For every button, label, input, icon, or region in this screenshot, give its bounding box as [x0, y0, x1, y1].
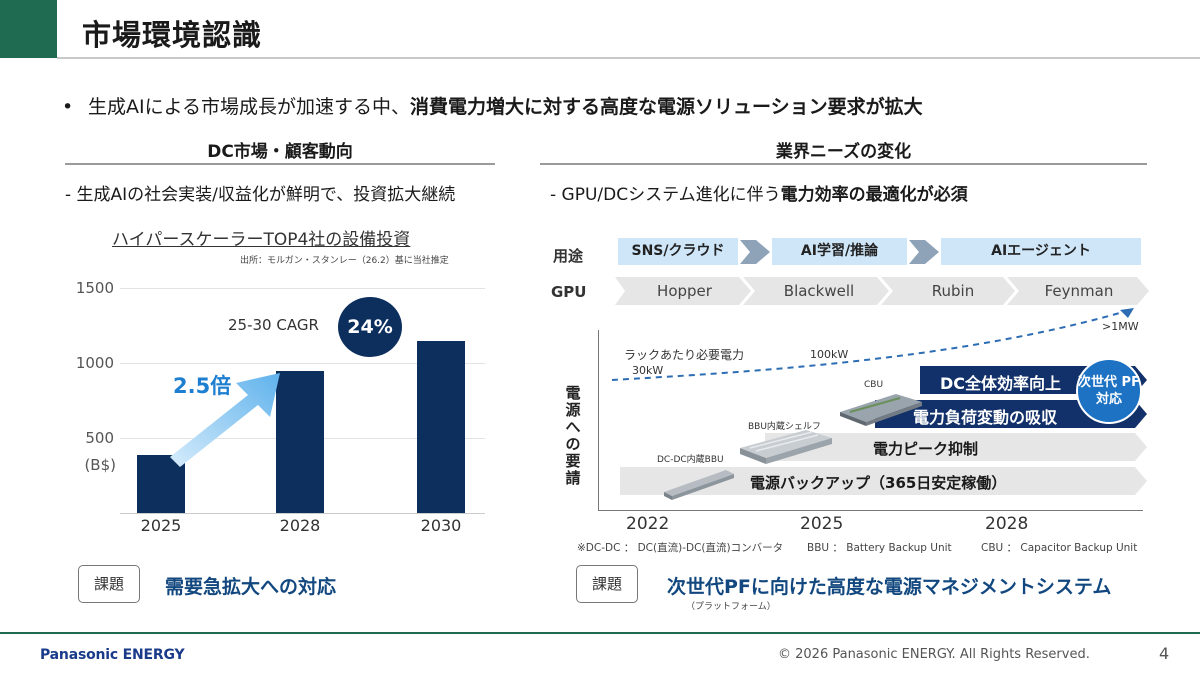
bullet-marker: •: [62, 96, 74, 118]
y-tick-label: 500: [85, 429, 114, 447]
nextgen-pf-text: 次世代 PF対応: [1078, 375, 1140, 407]
gpu-roadmap-chevrons: [615, 277, 1149, 305]
chevron-right-icon: [740, 240, 770, 264]
year-2022: 2022: [626, 514, 670, 534]
use-ai-training: AI学習/推論: [772, 238, 907, 265]
use-row-label: 用途: [553, 247, 584, 265]
y-axis-unit: (B$): [84, 456, 116, 474]
cbu-unit-icon: [840, 394, 922, 426]
use-ai-agent: AIエージェント: [941, 238, 1141, 265]
x-tick-label: 2028: [279, 516, 321, 535]
power-30kw: 30kW: [632, 364, 664, 377]
power-requirement-label: 電源への要請: [565, 384, 581, 487]
header-divider: [57, 57, 1200, 59]
band-peak-suppression: 電力ピーク抑制: [873, 440, 979, 458]
gpu-feynman: Feynman: [1044, 282, 1114, 300]
cagr-label: 25-30 CAGR: [228, 316, 319, 334]
right-subline: - GPU/DCシステム進化に伴う電力効率の最適化が必須: [550, 180, 968, 205]
right-issue-text: 次世代PFに向けた高度な電源マネジメントシステム: [667, 576, 1112, 598]
power-1mw: >1MW: [1102, 320, 1139, 333]
bar-2030: [417, 341, 465, 513]
footnote-bbu: BBU ： Battery Backup Unit: [807, 542, 952, 554]
band-load-absorption: 電力負荷変動の吸収: [913, 408, 1058, 427]
right-section-heading: 業界ニーズの変化: [775, 142, 912, 162]
x-tick-label: 2025: [140, 516, 182, 535]
bullet-text-bold: 消費電力増大に対する高度な電源ソリューション要求が拡大: [410, 96, 923, 118]
chevron-right-icon: [909, 240, 939, 264]
y-tick-label: 1000: [75, 354, 114, 372]
right-issue-badge: 課題: [576, 565, 638, 603]
right-section-rule: [540, 163, 1147, 165]
band-dc-efficiency: DC全体効率向上: [940, 374, 1062, 393]
requirement-bands: [620, 366, 1147, 495]
page-title: 市場環境認識: [82, 18, 263, 52]
right-subline-plain: - GPU/DCシステム進化に伴う: [550, 185, 781, 205]
page-number: 4: [1159, 644, 1170, 663]
copyright-text: © 2026 Panasonic ENERGY. All Rights Rese…: [778, 647, 1090, 662]
use-sns-cloud: SNS/クラウド: [618, 238, 738, 265]
chart-source: 出所：モルガン・スタンレー（26.2）基に当社推定: [240, 256, 449, 266]
power-100kw: 100kW: [810, 348, 849, 361]
gpu-rubin: Rubin: [931, 282, 975, 300]
footnote-dcdc: ※DC-DC ： DC(直流)-DC(直流)コンバータ: [577, 542, 784, 554]
left-section-rule: [65, 163, 495, 165]
year-2025: 2025: [800, 514, 844, 534]
diagram-x-axis: [598, 510, 1143, 511]
right-issue-note: （プラットフォーム）: [686, 602, 776, 612]
bullet-text-plain: 生成AIによる市場成長が加速する中、: [88, 96, 411, 118]
power-per-rack-label: ラックあたり必要電力: [624, 348, 745, 362]
cagr-badge: 24%: [338, 297, 402, 357]
cbu-label: CBU: [864, 380, 884, 390]
diagram-y-axis: [598, 330, 599, 510]
header-accent-block: [0, 0, 57, 58]
x-tick-label: 2030: [420, 516, 462, 535]
bbu-shelf-icon: [740, 430, 832, 464]
chart-gridline: [120, 288, 485, 289]
chart-baseline: [120, 513, 485, 514]
left-issue-badge: 課題: [78, 565, 140, 603]
year-2028: 2028: [985, 514, 1029, 534]
dcdc-bbu-icon: [664, 470, 734, 500]
band-power-backup: 電源バックアップ（365日安定稼働）: [750, 474, 1007, 492]
footnote-cbu: CBU ： Capacitor Backup Unit: [981, 542, 1138, 554]
dcdc-bbu-label: DC-DC内蔵BBU: [657, 455, 724, 465]
gpu-blackwell: Blackwell: [783, 282, 855, 300]
gpu-row-label: GPU: [551, 283, 587, 301]
chart-title: ハイパースケーラーTOP4社の設備投資: [112, 230, 411, 250]
growth-arrow-icon: [170, 373, 280, 467]
brand-logo: Panasonic ENERGY: [40, 647, 185, 663]
left-section-heading: DC市場・顧客動向: [207, 142, 353, 162]
power-trend-curve: [611, 308, 1134, 381]
nextgen-pf-badge: [1076, 358, 1142, 424]
gpu-hopper: Hopper: [657, 282, 712, 300]
right-subline-bold: 電力効率の最適化が必須: [780, 185, 968, 205]
y-tick-label: 1500: [75, 279, 114, 297]
growth-multiplier: 2.5倍: [173, 374, 232, 398]
capex-bar-chart: 1500 1000 500 2025 2028 2030: [0, 0, 520, 560]
bbu-shelf-label: BBU内蔵シェルフ: [748, 422, 821, 432]
left-subline: - 生成AIの社会実装/収益化が鮮明で、投資拡大継続: [65, 185, 456, 205]
summary-bullet: • 生成AIによる市場成長が加速する中、消費電力増大に対する高度な電源ソリューショ…: [62, 92, 923, 119]
footer-divider: [0, 632, 1200, 634]
left-issue-text: 需要急拡大への対応: [165, 576, 337, 598]
